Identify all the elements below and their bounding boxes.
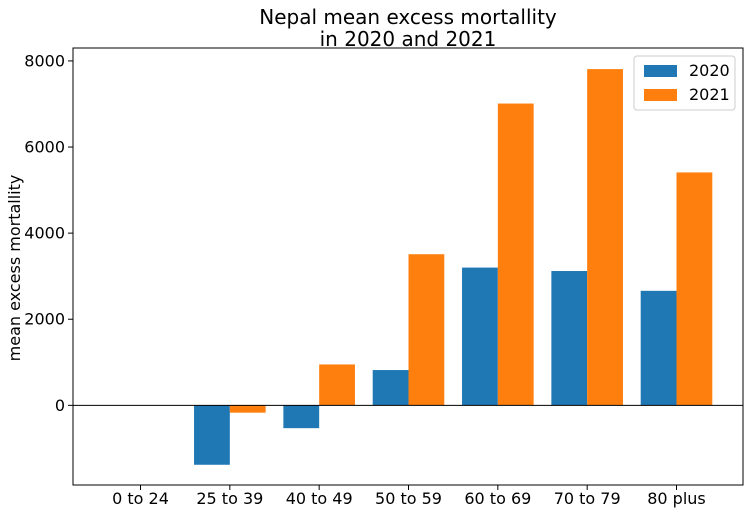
x-tick-label: 0 to 24 (112, 489, 169, 508)
x-tick-label: 70 to 79 (554, 489, 621, 508)
legend: 2020 2021 (633, 55, 736, 111)
x-tick-label: 80 plus (647, 489, 706, 508)
y-axis-label: mean excess mortallity (5, 175, 24, 362)
bar-2020-70-to-79 (551, 271, 588, 406)
x-axis: 0 to 24 25 to 39 40 to 49 50 to 59 60 to 69 7… (112, 485, 706, 508)
y-tick-label: 4000 (24, 224, 65, 243)
x-tick-label: 25 to 39 (196, 489, 263, 508)
bar-2020-40-to-49 (283, 405, 320, 429)
bar-2021-50-to-59 (408, 254, 445, 406)
bar-2020-25-to-39 (194, 405, 230, 465)
bar-2020-50-to-59 (372, 370, 409, 406)
y-tick-label: 0 (55, 396, 65, 415)
bar-2021-70-to-79 (587, 69, 623, 406)
y-axis: 0 2000 4000 6000 8000 (24, 51, 73, 415)
bar-2020-60-to-69 (462, 267, 498, 406)
bar-2021-80-plus (676, 172, 713, 406)
y-tick-label: 2000 (24, 310, 65, 329)
x-tick-label: 60 to 69 (464, 489, 531, 508)
legend-label-2020: 2020 (689, 61, 730, 80)
chart-title-line-1: Nepal mean excess mortallity (259, 5, 557, 29)
x-tick-label: 50 to 59 (375, 489, 442, 508)
bar-2021-40-to-49 (319, 364, 355, 406)
legend-swatch-2020 (644, 65, 677, 77)
legend-label-2021: 2021 (689, 85, 730, 104)
bar-2021-25-to-39 (229, 405, 266, 413)
y-tick-label: 6000 (24, 138, 65, 157)
chart-title-line-2: in 2020 and 2021 (320, 27, 497, 51)
bars-group (194, 69, 713, 465)
plot-frame (72, 47, 744, 486)
bar-2021-60-to-69 (497, 103, 534, 406)
x-tick-label: 40 to 49 (286, 489, 353, 508)
bar-2020-80-plus (640, 290, 677, 406)
legend-swatch-2021 (644, 89, 677, 101)
y-tick-label: 8000 (24, 51, 65, 70)
